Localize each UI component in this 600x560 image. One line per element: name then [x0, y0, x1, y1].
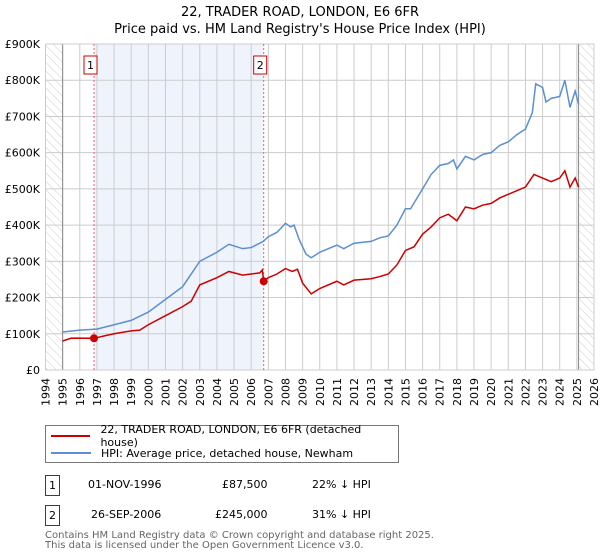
x-tick-label: 2019 — [468, 378, 481, 406]
price-chart: 1994 1995 1996 1997 1998 1999 2000 2001 2002 2003… — [5, 38, 600, 406]
x-tick-label: 2013 — [365, 378, 378, 406]
sale-point — [259, 277, 268, 286]
sale-hpi-diff: 22% ↓ HPI — [312, 478, 371, 491]
hatched-no-data-left — [45, 44, 63, 370]
legend-item-hpi: HPI: Average price, detached house, Newh… — [51, 446, 353, 460]
sale-marker-label: 2 — [257, 59, 264, 72]
legend-label: 22, TRADER ROAD, LONDON, E6 6FR (detache… — [100, 423, 362, 449]
legend: 22, TRADER ROAD, LONDON, E6 6FR (detache… — [45, 423, 399, 463]
x-tick-label: 2006 — [245, 378, 258, 406]
chart-title: 22, TRADER ROAD, LONDON, E6 6FR Price pai… — [0, 4, 600, 38]
x-tick-label: 1998 — [108, 378, 121, 406]
footer: Contains HM Land Registry data © Crown c… — [45, 531, 434, 551]
y-tick-label: £900K — [5, 38, 41, 51]
y-tick-label: £800K — [5, 74, 41, 87]
legend-label: HPI: Average price, detached house, Newh… — [101, 446, 354, 460]
sale-marker-badge: 2 — [45, 505, 60, 526]
x-tick-label: 2011 — [331, 378, 344, 406]
y-tick-label: £400K — [5, 219, 41, 232]
x-tick-label: 2000 — [142, 378, 155, 406]
sale-hpi-diff: 31% ↓ HPI — [312, 508, 371, 521]
x-tick-label: 2025 — [571, 378, 584, 406]
y-tick-label: £700K — [5, 110, 41, 123]
sale-date: 01-NOV-1996 — [88, 478, 162, 491]
sale-date: 26-SEP-2006 — [91, 508, 162, 521]
x-tick-label: 2004 — [211, 378, 224, 406]
y-tick-label: £100K — [5, 328, 41, 341]
x-tick-label: 2016 — [417, 378, 430, 406]
hatched-no-data-right — [578, 44, 594, 370]
x-tick-label: 2015 — [399, 378, 412, 406]
x-tick-label: 1997 — [91, 378, 104, 406]
sale-price: £87,500 — [222, 478, 268, 491]
x-tick-label: 2010 — [314, 378, 327, 406]
x-tick-label: 2012 — [348, 378, 361, 406]
x-tick-label: 2003 — [194, 378, 207, 406]
hpi-line — [62, 79, 580, 333]
sale-marker-label: 1 — [87, 59, 94, 72]
x-tick-label: 2014 — [382, 378, 395, 406]
legend-item-property: 22, TRADER ROAD, LONDON, E6 6FR (detache… — [51, 423, 398, 449]
x-tick-label: 2024 — [554, 378, 567, 406]
property-price-line — [62, 169, 580, 342]
sale-marker-box — [83, 55, 98, 75]
sale-marker-box — [253, 55, 268, 75]
plot-frame — [45, 43, 595, 371]
footer-line: This data is licensed under the Open Gov… — [45, 540, 364, 551]
x-tick-label: 2020 — [485, 378, 498, 406]
x-tick-label: 2023 — [537, 378, 550, 406]
subtitle-line: Price paid vs. HM Land Registry's House … — [114, 22, 486, 37]
x-tick-label: 2007 — [262, 378, 275, 406]
sale-point — [90, 334, 99, 343]
x-tick-label: 2026 — [588, 378, 600, 406]
y-tick-label: £300K — [5, 255, 41, 268]
title-line: 22, TRADER ROAD, LONDON, E6 6FR — [180, 5, 420, 20]
x-tick-label: 1995 — [57, 378, 70, 406]
x-tick-label: 2002 — [177, 378, 190, 406]
sale-price: £245,000 — [215, 508, 268, 521]
sale-marker-badge: 1 — [45, 475, 60, 496]
x-tick-label: 2017 — [434, 378, 447, 406]
x-tick-label: 1996 — [74, 378, 87, 406]
y-tick-label: £200K — [5, 292, 41, 305]
shaded-ownership-period — [94, 44, 264, 370]
x-tick-label: 2022 — [519, 378, 532, 406]
footer-line: Contains HM Land Registry data © Crown c… — [45, 530, 434, 541]
x-tick-label: 2009 — [297, 378, 310, 406]
x-tick-label: 2005 — [228, 378, 241, 406]
x-tick-label: 2018 — [451, 378, 464, 406]
y-tick-label: £0 — [26, 364, 40, 377]
x-tick-label: 2001 — [159, 378, 172, 406]
x-tick-label: 1994 — [40, 378, 53, 406]
x-tick-label: 2021 — [502, 378, 515, 406]
red-line-swatch — [51, 435, 91, 437]
y-tick-label: £600K — [5, 147, 41, 160]
x-tick-label: 1999 — [125, 378, 138, 406]
blue-line-swatch — [51, 452, 91, 454]
x-tick-label: 2008 — [279, 378, 292, 406]
y-tick-label: £500K — [5, 183, 41, 196]
